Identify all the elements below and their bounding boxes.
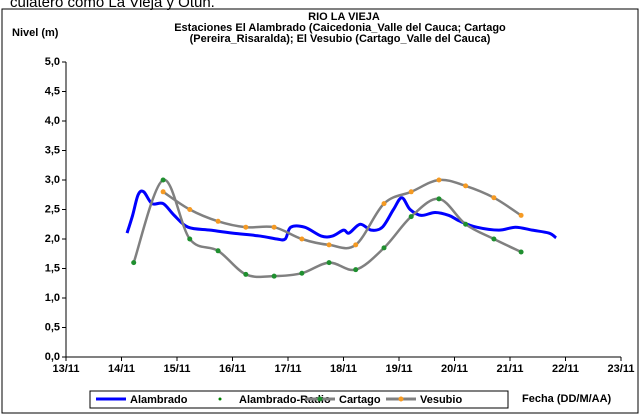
x-tick-label: 21/11 <box>497 363 524 375</box>
marker <box>463 183 469 189</box>
marker <box>215 218 221 224</box>
header-text: culatero como La Vieja y Otún. <box>10 0 215 11</box>
marker <box>518 212 524 218</box>
y-tick-label: 1,5 <box>45 262 60 274</box>
series-line <box>162 178 522 250</box>
legend-label: Cartago <box>339 394 381 406</box>
marker <box>160 177 166 183</box>
marker <box>187 236 193 242</box>
y-tick-label: 3,5 <box>45 144 60 156</box>
marker <box>131 260 137 266</box>
x-tick-label: 18/11 <box>330 363 357 375</box>
y-tick-label: 0,5 <box>45 321 60 333</box>
marker <box>436 196 442 202</box>
x-tick-label: 13/11 <box>53 363 80 375</box>
x-axis-label: Fecha (DD/M/AA) <box>522 393 612 405</box>
marker <box>491 195 497 201</box>
marker <box>491 236 497 242</box>
legend-marker <box>218 397 222 401</box>
legend-label: Alambrado <box>130 394 188 406</box>
chart-title: RIO LA VIEJA <box>308 11 380 23</box>
marker <box>518 249 524 255</box>
y-axis-label: Nivel (m) <box>12 27 59 39</box>
marker <box>187 207 193 212</box>
marker <box>243 224 249 230</box>
marker <box>408 214 414 220</box>
marker <box>271 224 277 230</box>
marker <box>381 201 387 207</box>
marker <box>215 248 221 254</box>
x-tick-label: 22/11 <box>552 363 579 375</box>
y-tick-label: 0,0 <box>45 351 60 363</box>
marker <box>299 270 305 276</box>
x-tick-label: 17/11 <box>275 363 302 375</box>
marker <box>463 221 469 227</box>
y-tick-label: 4,0 <box>45 115 60 127</box>
chart-title: (Pereira_Risaralda); El Vesubio (Cartago… <box>190 33 491 45</box>
x-tick-label: 23/11 <box>608 363 635 375</box>
x-tick-label: 16/11 <box>219 363 246 375</box>
marker <box>299 236 305 242</box>
marker <box>271 273 277 279</box>
marker <box>243 271 249 277</box>
chart-title: Estaciones El Alambrado (Caicedonia_Vall… <box>174 22 506 34</box>
marker <box>408 189 414 195</box>
y-tick-label: 5,0 <box>45 56 60 68</box>
marker <box>326 260 332 266</box>
x-tick-label: 20/11 <box>441 363 468 375</box>
legend-marker <box>317 396 323 402</box>
marker <box>160 189 166 195</box>
y-tick-label: 2,0 <box>45 233 60 245</box>
marker <box>381 245 387 251</box>
y-tick-label: 3,0 <box>45 174 60 186</box>
x-tick-label: 14/11 <box>108 363 135 375</box>
legend-label: Alambrado-Radio <box>239 394 331 406</box>
marker <box>353 267 359 273</box>
legend-box <box>89 390 509 409</box>
x-tick-label: 15/11 <box>164 363 191 375</box>
x-tick-label: 19/11 <box>386 363 413 375</box>
marker <box>436 177 442 183</box>
legend-marker <box>398 396 404 402</box>
y-tick-label: 2,5 <box>45 203 60 215</box>
marker <box>353 242 359 248</box>
marker <box>326 242 332 248</box>
y-tick-label: 4,5 <box>45 85 60 97</box>
legend-label: Vesubio <box>420 394 462 406</box>
y-tick-label: 1,0 <box>45 292 60 304</box>
chart-border <box>1 8 639 414</box>
